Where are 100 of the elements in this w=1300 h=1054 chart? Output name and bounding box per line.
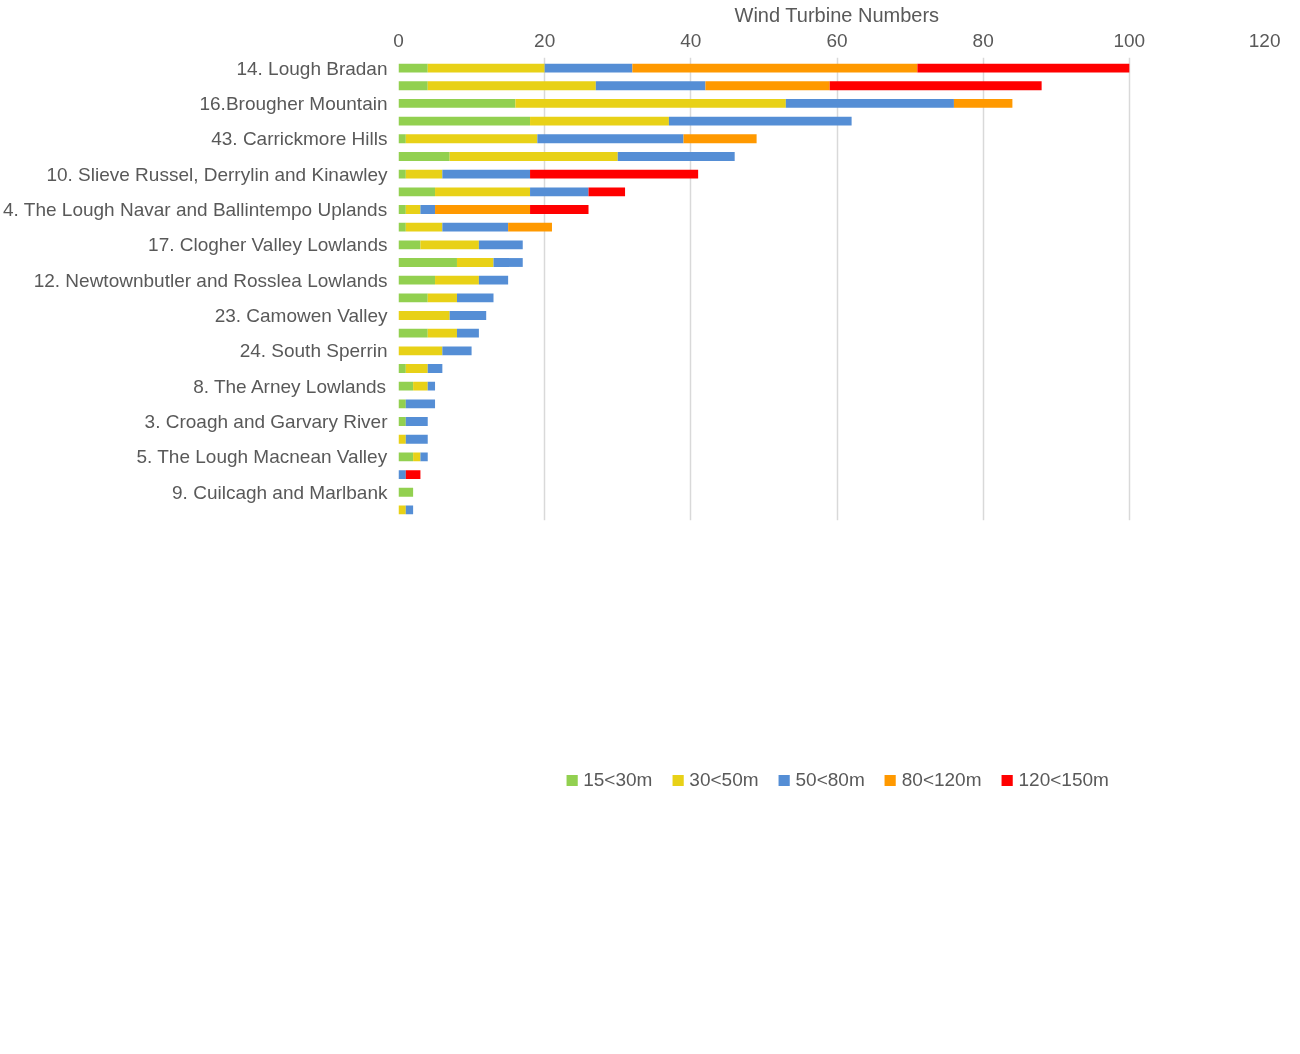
bar [683, 134, 757, 144]
bar [405, 470, 421, 479]
bar [508, 222, 552, 232]
bar [398, 152, 450, 161]
bar [917, 63, 1130, 73]
bar [442, 346, 472, 356]
bar [785, 99, 954, 108]
bar [398, 381, 414, 391]
y-tick-label: 14. Lough Bradan [236, 57, 388, 79]
bar [829, 81, 1042, 91]
x-tick-label: 40 [680, 29, 702, 51]
bar [449, 311, 487, 320]
bar [398, 487, 414, 497]
bar [413, 452, 421, 462]
bar [405, 417, 428, 426]
bar [435, 205, 531, 214]
legend-label: 50<80m [795, 769, 865, 791]
x-tick-label: 20 [534, 29, 556, 51]
bar [398, 311, 450, 320]
bar [456, 293, 494, 303]
bar [398, 452, 414, 462]
bar [420, 205, 436, 214]
bar [398, 116, 531, 126]
x-tick-label: 0 [393, 29, 404, 51]
bar [405, 134, 538, 144]
bar [398, 99, 516, 108]
bar [398, 275, 436, 285]
bar [493, 258, 523, 267]
bar [705, 81, 830, 91]
bar [398, 258, 457, 267]
y-tick-label: 5. The Lough Macnean Valley [136, 446, 388, 468]
bar [427, 63, 545, 73]
bar [537, 134, 684, 144]
bar [530, 187, 589, 197]
legend-label: 15<30m [583, 769, 653, 791]
y-tick-label: 4. The Lough Navar and Ballintempo Uplands [3, 198, 388, 220]
bar [515, 99, 786, 108]
bar [398, 505, 406, 515]
bar [530, 169, 699, 179]
bar [632, 63, 918, 73]
bar [398, 434, 406, 444]
bar [478, 240, 523, 250]
y-tick-label: 8. The Arney Lowlands [193, 375, 387, 397]
bar [435, 187, 531, 197]
bar [398, 417, 406, 426]
bar [442, 222, 509, 232]
y-tick-label: 24. South Sperrin [239, 340, 388, 362]
bar [398, 81, 428, 91]
bar [413, 381, 428, 391]
legend-label: 80<120m [901, 769, 982, 791]
y-tick-label: 10. Slieve Russel, Derrylin and Kinawley [46, 163, 388, 185]
bar [398, 187, 436, 197]
bar [398, 328, 428, 338]
x-tick-label: 100 [1113, 29, 1146, 51]
bar [405, 505, 414, 515]
y-tick-label: 3. Croagh and Garvary River [144, 411, 389, 433]
bar [442, 169, 531, 179]
x-tick-label: 80 [972, 29, 994, 51]
x-tick-label: 60 [826, 29, 848, 51]
bar [427, 381, 436, 391]
bar [427, 81, 596, 91]
bar [668, 116, 852, 126]
y-tick-label: 23. Camowen Valley [214, 305, 388, 327]
bar [405, 399, 436, 409]
bar [544, 63, 633, 73]
x-tick-label: 120 [1248, 29, 1281, 51]
bar [398, 205, 406, 214]
y-tick-label: 17. Clogher Valley Lowlands [148, 234, 388, 256]
bar [405, 364, 428, 373]
bar [398, 240, 421, 250]
bar [456, 258, 494, 267]
bar [530, 205, 589, 214]
bar [398, 399, 406, 409]
bar [398, 470, 406, 479]
bar [398, 134, 406, 144]
bar [449, 152, 618, 161]
bar [588, 187, 626, 197]
bar [595, 81, 706, 91]
bar [427, 293, 457, 303]
bar [405, 205, 421, 214]
bar [953, 99, 1013, 108]
y-tick-label: 43. Carrickmore Hills [211, 128, 388, 150]
bar [435, 275, 479, 285]
bar [398, 63, 428, 73]
bar [398, 293, 428, 303]
bar [398, 222, 406, 232]
bar [405, 434, 428, 444]
bar [398, 169, 406, 179]
bar [617, 152, 735, 161]
legend-label: 120<150m [1018, 769, 1109, 791]
bar [420, 452, 428, 462]
bar [398, 346, 443, 356]
bar [427, 328, 457, 338]
bar [420, 240, 479, 250]
bar [405, 222, 443, 232]
y-tick-label: 12. Newtownbutler and Rosslea Lowlands [33, 269, 388, 291]
bar [456, 328, 479, 338]
bar [478, 275, 509, 285]
y-tick-label: 9. Cuilcagh and Marlbank [172, 481, 388, 503]
legend-label: 30<50m [689, 769, 759, 791]
